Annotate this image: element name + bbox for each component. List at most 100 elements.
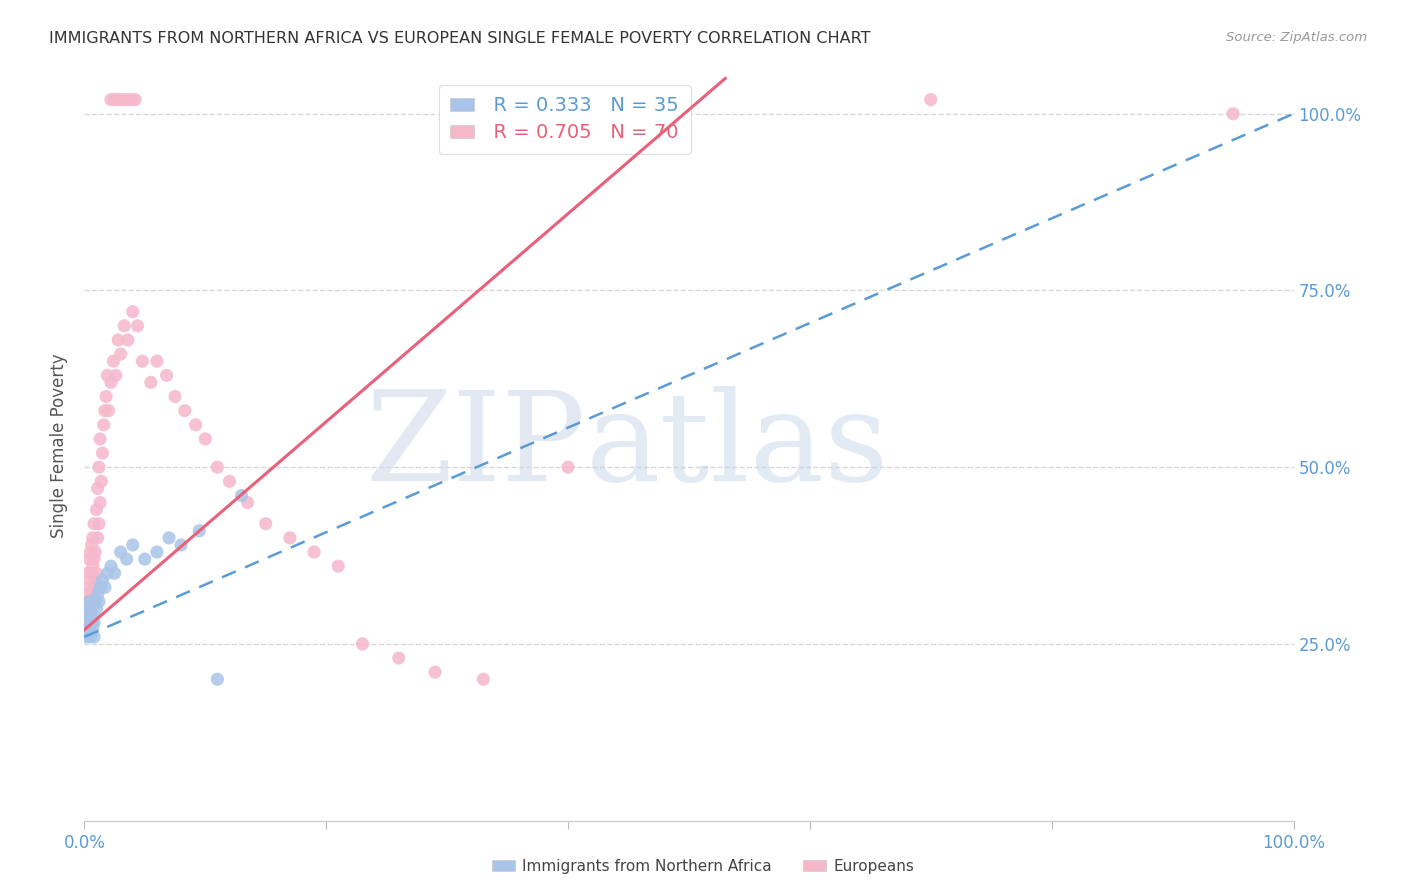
Point bbox=[94, 403, 117, 417]
Point bbox=[254, 516, 277, 531]
Point bbox=[76, 630, 98, 644]
Point bbox=[105, 93, 128, 107]
Point bbox=[89, 495, 111, 509]
Point bbox=[104, 566, 127, 581]
Text: atlas: atlas bbox=[586, 385, 890, 507]
Point bbox=[104, 93, 127, 107]
Point bbox=[94, 580, 117, 594]
Point bbox=[165, 390, 187, 404]
Point bbox=[76, 608, 98, 623]
Point bbox=[104, 368, 127, 383]
Point bbox=[79, 608, 101, 623]
Point bbox=[184, 417, 207, 432]
Point bbox=[96, 566, 118, 581]
Point bbox=[94, 390, 117, 404]
Point bbox=[86, 482, 108, 496]
Point bbox=[84, 545, 107, 559]
Point bbox=[77, 580, 100, 594]
Point bbox=[84, 574, 107, 588]
Point bbox=[82, 559, 104, 574]
Point bbox=[80, 601, 103, 615]
Point bbox=[89, 432, 111, 446]
Text: ZIP: ZIP bbox=[366, 385, 586, 507]
Point bbox=[89, 580, 111, 594]
Point bbox=[76, 587, 98, 601]
Point bbox=[79, 574, 101, 588]
Point bbox=[83, 552, 105, 566]
Point bbox=[117, 93, 139, 107]
Point bbox=[110, 347, 132, 361]
Point bbox=[75, 623, 97, 637]
Point bbox=[107, 333, 129, 347]
Point bbox=[77, 552, 100, 566]
Point bbox=[117, 333, 139, 347]
Point bbox=[194, 432, 217, 446]
Point bbox=[110, 93, 132, 107]
Point bbox=[77, 601, 100, 615]
Text: Source: ZipAtlas.com: Source: ZipAtlas.com bbox=[1226, 31, 1367, 45]
Point bbox=[96, 368, 118, 383]
Point bbox=[100, 93, 122, 107]
Point bbox=[100, 559, 122, 574]
Point bbox=[472, 673, 495, 687]
Point bbox=[103, 354, 125, 368]
Point bbox=[86, 587, 108, 601]
Point bbox=[557, 460, 579, 475]
Point bbox=[75, 601, 97, 615]
Point bbox=[112, 318, 135, 333]
Point bbox=[77, 608, 100, 623]
Point bbox=[302, 545, 325, 559]
Point bbox=[80, 615, 103, 630]
Point bbox=[278, 531, 301, 545]
Point bbox=[218, 475, 240, 489]
Point bbox=[188, 524, 211, 538]
Point bbox=[87, 594, 110, 608]
Point bbox=[91, 574, 114, 588]
Point bbox=[157, 531, 180, 545]
Point bbox=[139, 376, 162, 390]
Point bbox=[86, 566, 108, 581]
Point bbox=[1222, 107, 1244, 121]
Point bbox=[112, 93, 135, 107]
Point bbox=[86, 531, 108, 545]
Point bbox=[134, 552, 156, 566]
Point bbox=[82, 531, 104, 545]
Point bbox=[83, 630, 105, 644]
Point bbox=[80, 594, 103, 608]
Point bbox=[83, 580, 105, 594]
Point bbox=[77, 594, 100, 608]
Point bbox=[91, 446, 114, 460]
Point bbox=[82, 608, 104, 623]
Point bbox=[170, 538, 193, 552]
Legend:   R = 0.333   N = 35,   R = 0.705   N = 70: R = 0.333 N = 35, R = 0.705 N = 70 bbox=[439, 85, 690, 154]
Point bbox=[920, 93, 942, 107]
Point bbox=[82, 623, 104, 637]
Point bbox=[121, 93, 143, 107]
Point bbox=[79, 545, 101, 559]
Point bbox=[231, 488, 253, 502]
Point bbox=[155, 368, 177, 383]
Point bbox=[121, 538, 143, 552]
Point bbox=[352, 637, 374, 651]
Point bbox=[115, 552, 138, 566]
Point bbox=[77, 623, 100, 637]
Point bbox=[124, 93, 146, 107]
Point bbox=[76, 608, 98, 623]
Point bbox=[127, 318, 149, 333]
Point bbox=[207, 673, 229, 687]
Point bbox=[90, 475, 112, 489]
Point bbox=[100, 376, 122, 390]
Point bbox=[423, 665, 446, 680]
Point bbox=[77, 594, 100, 608]
Point bbox=[97, 403, 120, 417]
Point bbox=[83, 615, 105, 630]
Point bbox=[84, 594, 107, 608]
Point bbox=[75, 615, 97, 630]
Point bbox=[146, 545, 169, 559]
Point bbox=[77, 566, 100, 581]
Point bbox=[86, 502, 108, 516]
Point bbox=[87, 516, 110, 531]
Point bbox=[87, 460, 110, 475]
Legend: Immigrants from Northern Africa, Europeans: Immigrants from Northern Africa, Europea… bbox=[486, 853, 920, 880]
Point bbox=[236, 495, 259, 509]
